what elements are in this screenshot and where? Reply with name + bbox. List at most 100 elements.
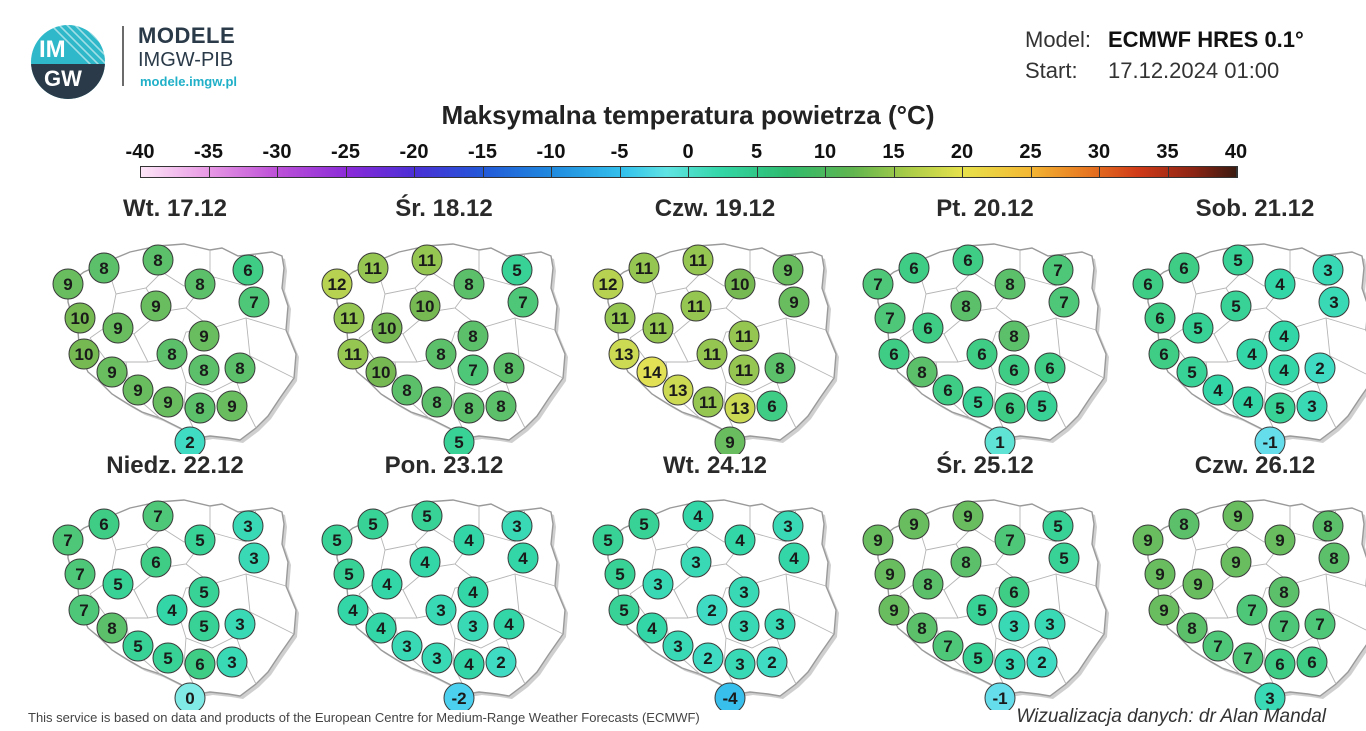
- day-title: Niedz. 22.12: [106, 452, 244, 479]
- station-value: 8: [961, 553, 970, 572]
- station-value: 7: [1243, 649, 1252, 668]
- station-value: 7: [75, 565, 84, 584]
- station-marker: [998, 610, 1030, 642]
- station-value: 3: [235, 615, 244, 634]
- station-marker: [443, 682, 475, 710]
- station-value: 9: [227, 397, 236, 416]
- station-value: 5: [195, 531, 204, 550]
- station-value: 9: [1159, 601, 1168, 620]
- station-marker: [682, 500, 714, 532]
- station-marker: [371, 568, 403, 600]
- station-value: 6: [151, 553, 160, 572]
- station-marker: [724, 524, 756, 556]
- station-value: 6: [1009, 361, 1018, 380]
- station-value: 5: [113, 575, 122, 594]
- station-marker: [184, 648, 216, 680]
- station-value: 4: [348, 601, 358, 620]
- station-value: 14: [643, 363, 662, 382]
- station-marker: [493, 352, 525, 384]
- station-value: 5: [199, 583, 208, 602]
- colorbar-tick: [893, 166, 895, 178]
- station-marker: [998, 354, 1030, 386]
- station-value: 12: [599, 275, 618, 294]
- station-marker: [728, 320, 760, 352]
- station-marker: [391, 374, 423, 406]
- station-value: 5: [422, 507, 431, 526]
- station-value: 4: [504, 615, 514, 634]
- station-value: 7: [1315, 615, 1324, 634]
- voivodeship-border: [995, 307, 1097, 331]
- station-value: 5: [973, 393, 982, 412]
- colorbar-label: -40: [125, 141, 155, 163]
- voivodeship-border: [446, 573, 520, 649]
- station-marker: [1034, 352, 1066, 384]
- station-value: 7: [518, 293, 527, 312]
- station-value: 11: [687, 297, 705, 316]
- station-value: 6: [943, 381, 952, 400]
- station-value: 8: [1323, 517, 1332, 536]
- voivodeship-border: [177, 573, 251, 649]
- voivodeship-border: [1059, 355, 1105, 379]
- station-marker: [485, 390, 517, 422]
- station-marker: [1232, 386, 1264, 418]
- colorbar-label: 40: [1224, 141, 1248, 163]
- station-marker: [142, 244, 174, 276]
- station-value: 8: [468, 327, 477, 346]
- station-marker: [507, 542, 539, 574]
- station-marker: [1268, 610, 1300, 642]
- station-marker: [1048, 542, 1080, 574]
- station-marker: [878, 338, 910, 370]
- station-value: 5: [1193, 319, 1202, 338]
- station-marker: [1220, 290, 1252, 322]
- station-value: 5: [133, 637, 142, 656]
- station-value: 4: [789, 549, 799, 568]
- station-marker: [425, 594, 457, 626]
- station-value: 7: [885, 309, 894, 328]
- station-marker: [365, 612, 397, 644]
- station-value: 6: [909, 259, 918, 278]
- station-marker: [457, 576, 489, 608]
- station-marker: [642, 312, 674, 344]
- station-marker: [994, 392, 1026, 424]
- voivodeship-border: [446, 317, 520, 393]
- station-marker: [728, 610, 760, 642]
- colorbar: [140, 166, 1238, 178]
- station-value: 11: [735, 361, 753, 380]
- colorbar-label: -35: [194, 141, 223, 163]
- station-value: 4: [1275, 275, 1285, 294]
- station-value: 3: [653, 575, 662, 594]
- station-value: 10: [731, 275, 750, 294]
- logo-text-top: IM: [39, 36, 66, 63]
- colorbar-label: 10: [813, 141, 837, 163]
- station-value: 6: [977, 345, 986, 364]
- station-marker: [96, 356, 128, 388]
- brand-url-link[interactable]: modele.imgw.pl: [140, 74, 238, 89]
- logo-separator: [122, 26, 124, 86]
- start-info: Start: 17.12.2024 01:00: [1025, 58, 1279, 84]
- station-value: 11: [635, 259, 653, 278]
- voivodeship-border: [1257, 573, 1331, 649]
- colorbar-label: -5: [610, 141, 629, 163]
- station-value: 13: [669, 381, 688, 400]
- station-marker: [371, 312, 403, 344]
- station-marker: [224, 608, 256, 640]
- station-marker: [1236, 338, 1268, 370]
- station-marker: [88, 252, 120, 284]
- station-marker: [1318, 542, 1350, 574]
- station-marker: [1232, 642, 1264, 674]
- station-value: 2: [496, 653, 505, 672]
- voivodeship-border: [249, 611, 295, 635]
- station-value: 9: [1155, 565, 1164, 584]
- station-value: 4: [376, 619, 386, 638]
- colorbar-tick: [825, 166, 826, 178]
- day-title: Wt. 24.12: [662, 452, 768, 479]
- station-value: 6: [1155, 309, 1164, 328]
- station-marker: [898, 252, 930, 284]
- station-marker: [696, 594, 728, 626]
- station-value: 7: [873, 275, 882, 294]
- station-value: 8: [195, 275, 204, 294]
- colorbar-tick: [962, 166, 963, 178]
- station-value: 4: [464, 531, 474, 550]
